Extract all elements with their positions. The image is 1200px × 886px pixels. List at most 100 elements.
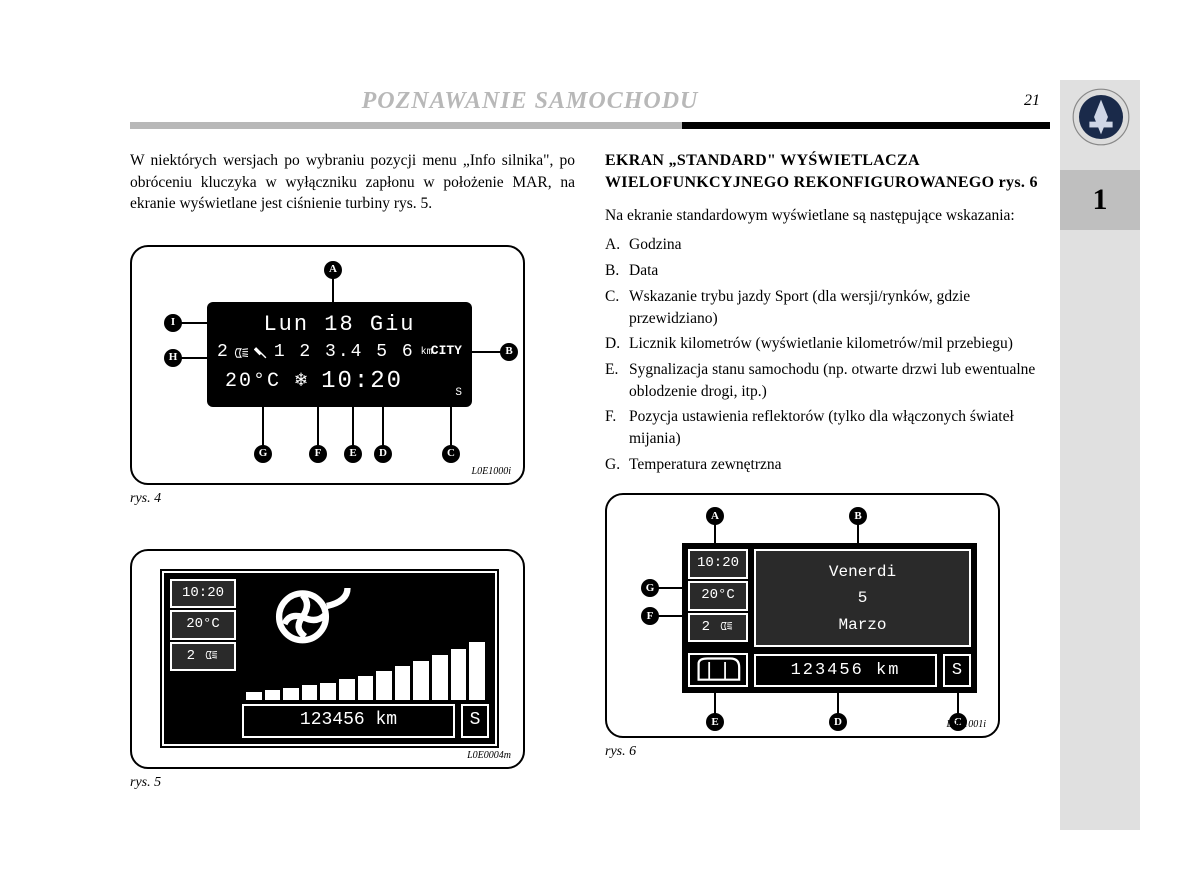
fig4-odometer: 1 2 3.4 5 6: [274, 340, 415, 365]
headlight-icon: [234, 346, 248, 360]
content-columns: W niektórych wersjach po wybraniu pozycj…: [130, 150, 1050, 792]
fig5-time: 10:20: [170, 579, 236, 609]
wrench-icon: [254, 346, 268, 360]
callout-line: [857, 523, 859, 545]
fig6-time: 10:20: [688, 549, 748, 579]
callout-line: [180, 322, 208, 324]
fig6-screen: 10:20 20°C 2 Venerdi 5 Marzo: [682, 543, 977, 693]
header-rule: [130, 122, 1050, 129]
fig6-code: L0E1001i: [947, 718, 986, 732]
list-letter: E.: [605, 359, 629, 402]
bar: [395, 666, 411, 700]
list-letter: C.: [605, 286, 629, 329]
right-intro: Na ekranie standardowym wyświetlane są n…: [605, 205, 1050, 227]
fig6-sidebar: 10:20 20°C 2: [688, 549, 748, 644]
bar: [451, 649, 467, 699]
bar: [432, 655, 448, 699]
list-text: Sygnalizacja stanu samochodu (np. otwart…: [629, 359, 1050, 402]
fig4-row3: 20°C ❄ 10:20: [225, 365, 403, 399]
turbo-icon: [262, 579, 352, 649]
callout-line: [352, 407, 354, 447]
lancia-logo-icon: [1072, 88, 1130, 146]
list-letter: G.: [605, 454, 629, 476]
fig4-lcd: Lun 18 Giu 2 1 2 3.4 5 6 km CITY 20°C ❄ …: [207, 302, 472, 407]
callout-line: [332, 277, 334, 302]
callout-line: [657, 615, 683, 617]
callout-b: B: [849, 507, 867, 525]
callout-i: I: [164, 314, 182, 332]
callout-e: E: [344, 445, 362, 463]
fig4-level: 2: [217, 340, 228, 365]
list-item: D. Licznik kilometrów (wyświetlanie kilo…: [605, 333, 1050, 355]
fig4-row2: 2 1 2 3.4 5 6 km: [217, 340, 433, 365]
callout-h: H: [164, 349, 182, 367]
callout-a: A: [324, 261, 342, 279]
callout-line: [450, 407, 452, 447]
fig5-caption: rys. 5: [130, 773, 575, 793]
intro-paragraph: W niektórych wersjach po wybraniu pozycj…: [130, 150, 575, 215]
fig5-code: L0E0004m: [467, 749, 511, 763]
fig5-temp: 20°C: [170, 610, 236, 640]
bar: [246, 692, 262, 699]
right-column: EKRAN „STANDARD" WYŚWIETLACZA WIELOFUNKC…: [605, 150, 1050, 792]
list-item: B. Data: [605, 260, 1050, 282]
callout-b: B: [500, 343, 518, 361]
callout-a: A: [706, 507, 724, 525]
page-number: 21: [1024, 92, 1040, 110]
fig6-level-cell: 2: [688, 613, 748, 643]
fig5-screen: 10:20 20°C 2: [162, 571, 497, 746]
callout-line: [317, 407, 319, 447]
list-text: Wskazanie trybu jazdy Sport (dla wersji/…: [629, 286, 1050, 329]
callout-line: [180, 357, 208, 359]
list-item: C. Wskazanie trybu jazdy Sport (dla wers…: [605, 286, 1050, 329]
list-item: F. Pozycja ustawienia reflektorów (tylko…: [605, 406, 1050, 449]
fig5-level: 2: [187, 648, 195, 664]
callout-line: [657, 587, 683, 589]
headlight-icon: [203, 649, 219, 661]
headlight-icon: [718, 620, 734, 632]
list-item: G. Temperatura zewnętrzna: [605, 454, 1050, 476]
section-tab-1: 1: [1060, 170, 1140, 230]
list-text: Godzina: [629, 234, 1050, 256]
fig5-level-cell: 2: [170, 642, 236, 672]
list-text: Temperatura zewnętrzna: [629, 454, 1050, 476]
fig4-temp: 20°C: [225, 368, 281, 396]
fig4-time: 10:20: [321, 365, 403, 399]
fig6-odometer: 123456 km: [754, 654, 937, 688]
bar: [320, 683, 336, 700]
bar: [265, 690, 281, 700]
fig6-month: Marzo: [838, 614, 886, 636]
callout-d: D: [374, 445, 392, 463]
list-text: Pozycja ustawienia reflektorów (tylko dl…: [629, 406, 1050, 449]
side-tab-strip: 1: [1060, 80, 1140, 830]
list-text: Data: [629, 260, 1050, 282]
list-item: A. Godzina: [605, 234, 1050, 256]
fig4-date: Lun 18 Giu: [207, 310, 472, 341]
figure-6: 10:20 20°C 2 Venerdi 5 Marzo: [605, 493, 1000, 738]
figure-4: Lun 18 Giu 2 1 2 3.4 5 6 km CITY 20°C ❄ …: [130, 245, 525, 485]
bar: [339, 679, 355, 699]
callout-d: D: [829, 713, 847, 731]
callout-line: [957, 693, 959, 715]
list-letter: A.: [605, 234, 629, 256]
callout-line: [714, 523, 716, 545]
callout-c: C: [442, 445, 460, 463]
right-heading: EKRAN „STANDARD" WYŚWIETLACZA WIELOFUNKC…: [605, 150, 1050, 195]
callout-line: [714, 693, 716, 715]
fig4-caption: rys. 4: [130, 489, 575, 509]
fig6-level: 2: [702, 619, 710, 635]
figure-5: 10:20 20°C 2: [130, 549, 525, 769]
fig5-odometer: 123456 km: [242, 704, 455, 737]
fig4-code: L0E1000i: [472, 465, 511, 479]
fig5-bar-chart: [246, 640, 485, 700]
fig6-main-panel: Venerdi 5 Marzo: [754, 549, 971, 647]
bar: [283, 688, 299, 700]
fig4-s-label: S: [455, 386, 462, 401]
bar: [358, 676, 374, 700]
page: POZNAWANIE SAMOCHODU 21 1 W niektórych w…: [0, 0, 1200, 886]
callout-line: [382, 407, 384, 447]
list-letter: F.: [605, 406, 629, 449]
list-text: Licznik kilometrów (wyświetlanie kilomet…: [629, 333, 1050, 355]
callout-e: E: [706, 713, 724, 731]
bar: [413, 661, 429, 699]
